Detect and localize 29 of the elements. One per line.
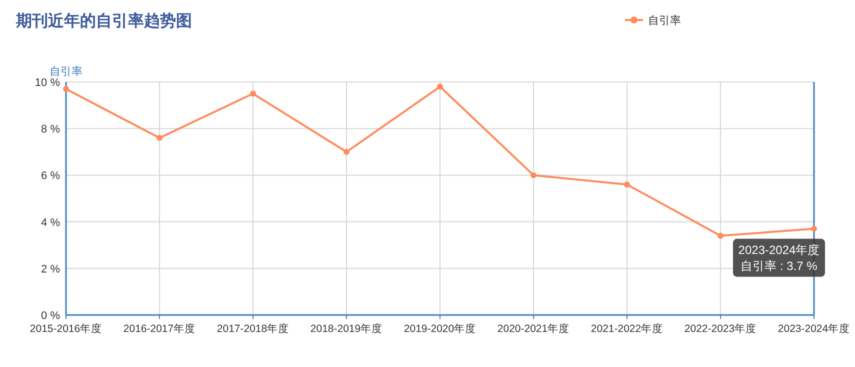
y-tick-label: 4 % [41, 216, 60, 229]
x-tick-label: 2017-2018年度 [216, 322, 290, 335]
point [530, 172, 536, 178]
y-tick-label: 2 % [41, 263, 60, 276]
x-tick-label: 2016-2017年度 [123, 322, 196, 335]
y-axis-title: 自引率 [50, 65, 82, 78]
point [437, 84, 443, 90]
x-tick-label: 2018-2019年度 [310, 322, 383, 335]
x-tick-label: 2015-2016年度 [30, 322, 102, 335]
y-tick-label: 0 % [41, 310, 60, 322]
x-tick-label: 2021-2022年度 [590, 322, 664, 335]
annotation: 自引率 : 3.7 % [740, 258, 818, 273]
x-tick-label: 2022-2023年度 [684, 322, 757, 335]
point [624, 182, 630, 188]
point [344, 148, 350, 155]
y-tick-label: 10 % [34, 77, 60, 89]
x-tick-label: 2020-2021年度 [497, 322, 570, 335]
x-tick-label: 2023-2024年度 [778, 322, 850, 335]
y-tick-label: 6 % [41, 170, 60, 182]
point [718, 232, 724, 239]
legend-label: 自引率 [648, 14, 681, 27]
chart-title: 期刊近年的自引率趋势图 [15, 11, 192, 30]
annotation: 2023-2024年度 [738, 242, 820, 257]
point [811, 226, 817, 232]
point [63, 86, 69, 92]
point [156, 134, 162, 141]
point [250, 90, 256, 97]
y-tick-label: 8 % [41, 124, 60, 136]
x-tick-label: 2019-2020年度 [404, 322, 476, 335]
